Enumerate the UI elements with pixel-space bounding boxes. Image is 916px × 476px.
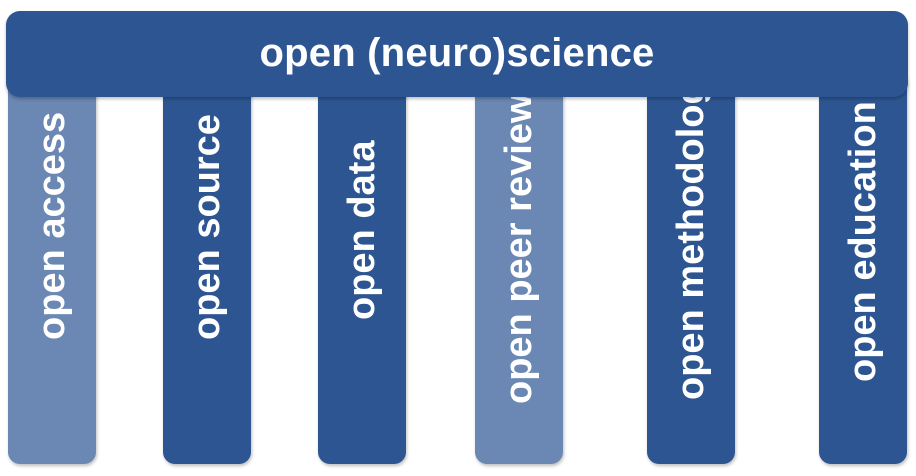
- pillar-open-peer-review: open peer review: [475, 70, 563, 464]
- roof-banner: open (neuro)science: [6, 11, 908, 97]
- diagram-title: open (neuro)science: [259, 30, 655, 75]
- pillar-open-education: open education: [819, 70, 907, 464]
- pillar-label-open-peer-review: open peer review: [498, 93, 540, 404]
- pillar-label-open-access: open access: [31, 111, 73, 340]
- pillar-label-open-source: open source: [186, 114, 228, 340]
- pillar-label-open-methodology: open methodology: [670, 60, 712, 400]
- pillar-open-source: open source: [163, 70, 251, 464]
- pillar-open-methodology: open methodology: [647, 60, 735, 464]
- pillar-open-access: open access: [8, 70, 96, 464]
- pillar-label-open-education: open education: [842, 101, 884, 382]
- pillar-label-open-data: open data: [341, 140, 383, 320]
- pillar-open-data: open data: [318, 70, 406, 464]
